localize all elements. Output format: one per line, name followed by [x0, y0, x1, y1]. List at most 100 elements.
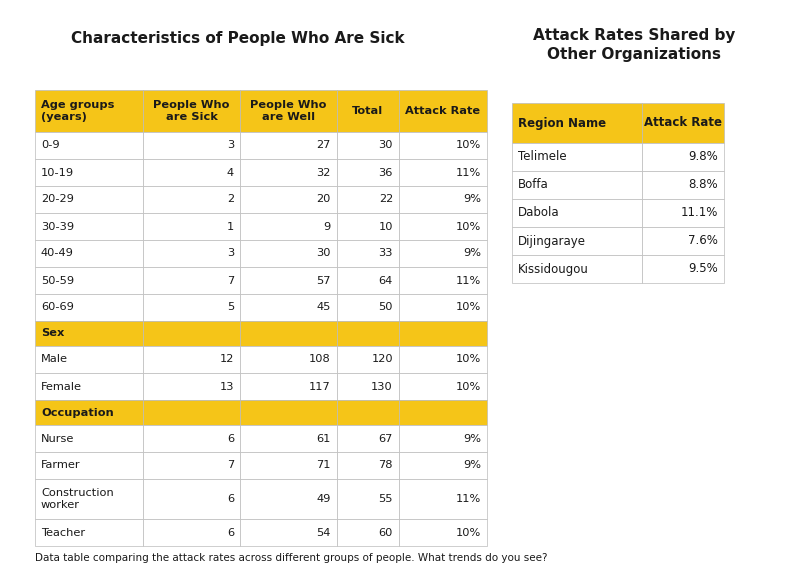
- Bar: [35, 400, 143, 425]
- Text: 9.8%: 9.8%: [688, 151, 718, 163]
- Bar: [143, 186, 240, 213]
- Bar: [35, 452, 143, 479]
- Text: Occupation: Occupation: [41, 407, 113, 417]
- Text: Telimele: Telimele: [518, 151, 567, 163]
- Text: 30: 30: [317, 248, 331, 258]
- Text: 13: 13: [220, 381, 234, 391]
- Bar: [35, 186, 143, 213]
- Bar: [240, 132, 337, 159]
- Text: Boffa: Boffa: [518, 179, 548, 192]
- Text: 4: 4: [227, 168, 234, 178]
- Text: 30: 30: [378, 141, 393, 151]
- Text: 9%: 9%: [463, 461, 481, 471]
- Bar: [337, 346, 399, 373]
- Text: 12: 12: [220, 355, 234, 364]
- Text: 10%: 10%: [455, 141, 481, 151]
- Bar: [399, 519, 487, 546]
- Bar: [240, 479, 337, 519]
- Bar: [399, 373, 487, 400]
- Bar: [240, 400, 337, 425]
- Text: 60: 60: [378, 527, 393, 537]
- Text: 10: 10: [378, 222, 393, 231]
- Text: 60-69: 60-69: [41, 302, 74, 312]
- Bar: [143, 321, 240, 346]
- Bar: [240, 519, 337, 546]
- Text: Kissidougou: Kissidougou: [518, 263, 589, 275]
- Text: 11%: 11%: [455, 168, 481, 178]
- Bar: [35, 519, 143, 546]
- Text: 20: 20: [317, 195, 331, 205]
- Text: 61: 61: [317, 434, 331, 444]
- Bar: [337, 132, 399, 159]
- Text: Teacher: Teacher: [41, 527, 85, 537]
- Text: 9: 9: [324, 222, 331, 231]
- Bar: [337, 321, 399, 346]
- Bar: [399, 90, 487, 132]
- Bar: [240, 90, 337, 132]
- Text: 50: 50: [378, 302, 393, 312]
- Bar: [337, 373, 399, 400]
- Text: 50-59: 50-59: [41, 275, 74, 285]
- Bar: [143, 425, 240, 452]
- Bar: [240, 213, 337, 240]
- Text: 120: 120: [371, 355, 393, 364]
- Bar: [35, 294, 143, 321]
- Bar: [35, 321, 143, 346]
- Bar: [642, 171, 724, 199]
- Bar: [143, 159, 240, 186]
- Text: 5: 5: [227, 302, 234, 312]
- Text: 108: 108: [309, 355, 331, 364]
- Text: Dijingaraye: Dijingaraye: [518, 234, 586, 247]
- Bar: [337, 186, 399, 213]
- Text: Age groups
(years): Age groups (years): [41, 100, 114, 122]
- Text: People Who
are Well: People Who are Well: [251, 100, 327, 122]
- Text: 11.1%: 11.1%: [681, 206, 718, 220]
- Text: 36: 36: [378, 168, 393, 178]
- Text: Attack Rate: Attack Rate: [406, 106, 481, 116]
- Bar: [35, 425, 143, 452]
- Text: 57: 57: [317, 275, 331, 285]
- Text: 10%: 10%: [455, 527, 481, 537]
- Text: 64: 64: [379, 275, 393, 285]
- Text: 7: 7: [227, 275, 234, 285]
- Bar: [35, 132, 143, 159]
- Bar: [337, 159, 399, 186]
- Bar: [143, 400, 240, 425]
- Bar: [337, 267, 399, 294]
- Text: Total: Total: [352, 106, 384, 116]
- Bar: [399, 159, 487, 186]
- Text: 30-39: 30-39: [41, 222, 74, 231]
- Bar: [240, 346, 337, 373]
- Bar: [143, 373, 240, 400]
- Bar: [143, 479, 240, 519]
- Text: 40-49: 40-49: [41, 248, 74, 258]
- Text: Dabola: Dabola: [518, 206, 559, 220]
- Bar: [642, 227, 724, 255]
- Text: 11%: 11%: [455, 494, 481, 504]
- Bar: [512, 171, 642, 199]
- Text: 3: 3: [227, 248, 234, 258]
- Text: Data table comparing the attack rates across different groups of people. What tr: Data table comparing the attack rates ac…: [35, 553, 548, 563]
- Bar: [35, 213, 143, 240]
- Bar: [512, 255, 642, 283]
- Bar: [512, 143, 642, 171]
- Text: 7: 7: [227, 461, 234, 471]
- Bar: [337, 294, 399, 321]
- Bar: [240, 294, 337, 321]
- Text: 54: 54: [317, 527, 331, 537]
- Text: Sex: Sex: [41, 329, 65, 339]
- Text: Nurse: Nurse: [41, 434, 74, 444]
- Bar: [143, 519, 240, 546]
- Bar: [35, 267, 143, 294]
- Bar: [337, 479, 399, 519]
- Text: Attack Rates Shared by
Other Organizations: Attack Rates Shared by Other Organizatio…: [533, 28, 735, 62]
- Bar: [337, 400, 399, 425]
- Text: 130: 130: [371, 381, 393, 391]
- Bar: [399, 346, 487, 373]
- Text: 67: 67: [378, 434, 393, 444]
- Text: 10%: 10%: [455, 302, 481, 312]
- Text: Construction
worker: Construction worker: [41, 488, 113, 510]
- Bar: [399, 452, 487, 479]
- Bar: [642, 199, 724, 227]
- Bar: [35, 240, 143, 267]
